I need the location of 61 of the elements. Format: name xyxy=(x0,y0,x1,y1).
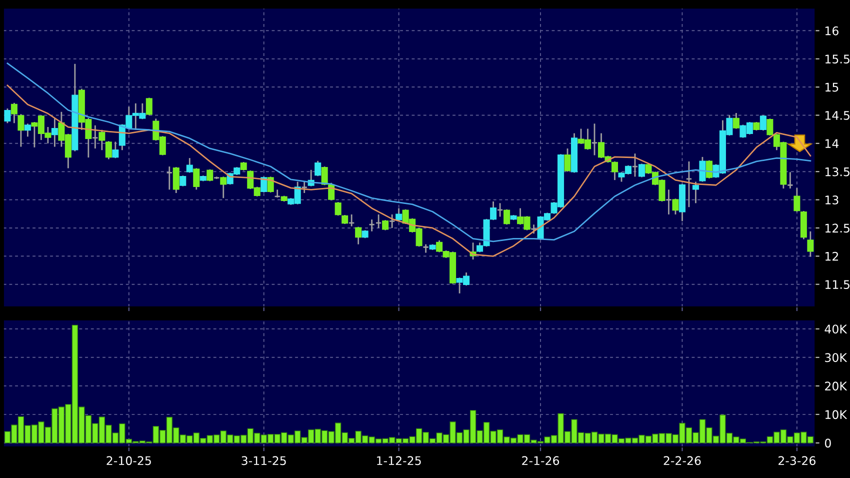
y-tick-label: 13 xyxy=(825,196,838,204)
candlestick xyxy=(112,141,119,159)
candlestick xyxy=(24,122,31,138)
candlestick xyxy=(564,148,571,172)
candlestick xyxy=(18,113,24,148)
candlestick xyxy=(388,214,396,229)
y-tick-label: 10K xyxy=(825,410,848,420)
candlestick xyxy=(591,122,598,156)
candlestick xyxy=(321,166,328,186)
candlestick xyxy=(105,140,112,160)
candlestick xyxy=(51,118,58,148)
x-tick-label: 3-11-25 xyxy=(242,456,286,466)
candlestick xyxy=(314,160,322,177)
candlestick xyxy=(766,118,774,136)
x-tick-label: 2-10-25 xyxy=(106,456,151,466)
candlestick xyxy=(328,182,335,202)
candlestick xyxy=(496,202,504,218)
candlestick xyxy=(375,214,382,229)
y-tick-label: 30K xyxy=(825,353,848,362)
candlestick xyxy=(92,124,98,150)
candlestick xyxy=(786,171,794,190)
candlestick xyxy=(706,160,712,180)
candlestick xyxy=(166,166,173,190)
line-series xyxy=(6,84,812,257)
x-tick-label: 2-2-26 xyxy=(664,456,701,466)
y-tick-label: 14.5 xyxy=(825,111,850,120)
candlestick xyxy=(334,201,342,216)
candlestick xyxy=(186,157,193,174)
candlestick xyxy=(368,218,376,232)
y-tick-label: 12.5 xyxy=(825,224,850,233)
candlestick xyxy=(4,108,11,124)
x-tick-label: 1-12-25 xyxy=(377,456,421,466)
candlestick xyxy=(665,188,672,216)
candlestick xyxy=(692,181,699,204)
y-tick-label: 14 xyxy=(825,139,839,148)
candlestick xyxy=(760,114,766,132)
y-tick-label: 13.5 xyxy=(825,167,850,176)
candlestick xyxy=(632,152,638,178)
candlestick xyxy=(794,187,800,212)
candlestick xyxy=(611,160,618,181)
y-tick-label: 15.5 xyxy=(825,54,850,64)
candlestick xyxy=(348,214,355,227)
candlestick xyxy=(396,208,402,222)
y-tick-label: 40K xyxy=(824,324,848,334)
y-tick-label: 20K xyxy=(825,382,848,391)
x-tick-label: 2-1-26 xyxy=(522,456,560,466)
candlestick xyxy=(686,160,692,208)
candlestick xyxy=(193,168,200,190)
candlestick xyxy=(530,224,538,234)
y-tick-label: 15 xyxy=(825,82,838,92)
candlestick xyxy=(10,102,18,124)
y-tick-label: 16 xyxy=(825,26,838,36)
y-tick-label: 0 xyxy=(824,438,831,448)
line-series xyxy=(6,62,812,242)
candlestick xyxy=(301,181,308,194)
candlestick xyxy=(807,230,814,258)
y-tick-label: 11.5 xyxy=(825,280,850,289)
y-tick-label: 12 xyxy=(825,252,838,261)
x-tick-label: 2-3-26 xyxy=(778,456,816,466)
candlestick xyxy=(355,226,362,246)
candlestick xyxy=(732,112,740,130)
